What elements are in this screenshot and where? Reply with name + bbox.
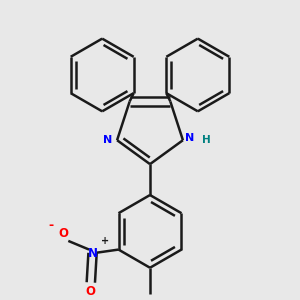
Text: O: O <box>86 285 96 298</box>
Text: N: N <box>185 134 194 143</box>
Text: H: H <box>202 135 211 145</box>
Text: N: N <box>88 247 98 260</box>
Text: -: - <box>48 219 54 232</box>
Text: O: O <box>58 227 68 241</box>
Text: N: N <box>103 135 112 145</box>
Text: +: + <box>100 236 109 246</box>
